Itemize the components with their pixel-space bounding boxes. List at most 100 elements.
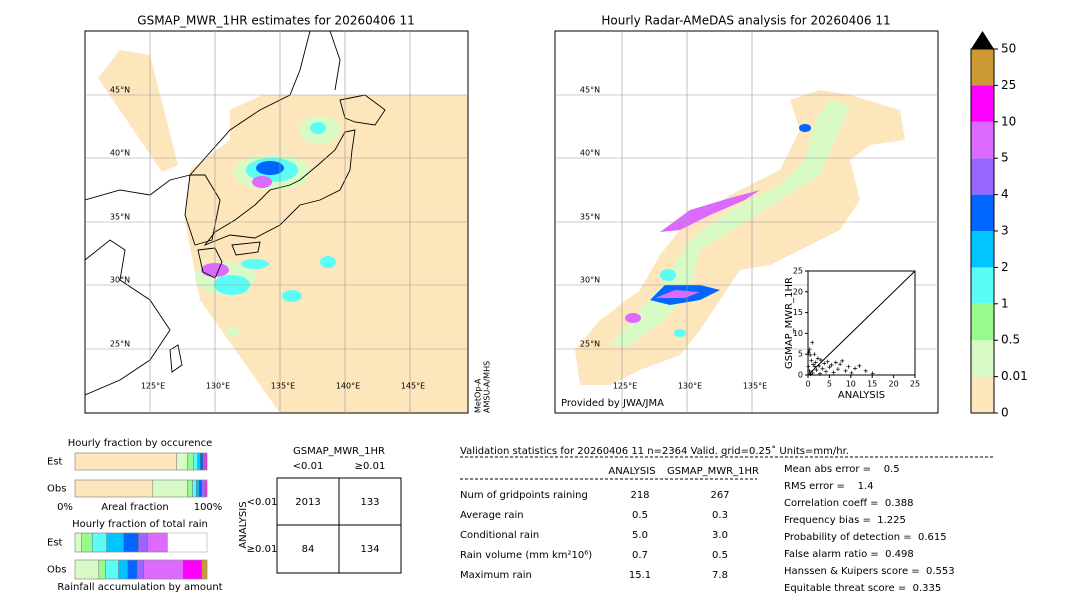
point <box>810 340 815 345</box>
table-cell: 2013 <box>295 497 320 508</box>
score: Frequency bias = 1.225 <box>784 515 906 526</box>
fraction-segment <box>105 559 119 580</box>
fraction-segment <box>152 479 188 498</box>
row-label: Obs <box>47 484 66 495</box>
colorbar-band <box>971 49 994 86</box>
fraction-segment <box>106 532 125 553</box>
fraction-segment <box>147 532 168 553</box>
table-cell: 218 <box>630 490 649 501</box>
score: False alarm ratio = 0.498 <box>784 549 914 560</box>
score: RMS error = 1.4 <box>784 481 874 492</box>
colorbar-band <box>971 340 994 377</box>
score: Equitable threat score = 0.335 <box>784 583 941 594</box>
point <box>817 371 822 376</box>
point <box>808 372 813 377</box>
point <box>808 353 813 358</box>
table-cell: 3.0 <box>712 530 728 541</box>
lat-label: 40°N <box>110 149 130 158</box>
row-label: Num of gridpoints raining <box>460 490 588 501</box>
bar-frame <box>74 532 208 553</box>
table-cell: 0.5 <box>712 550 728 561</box>
axis-label: Rainfall accumulation by amount <box>57 582 222 593</box>
colorbar-label: 1 <box>1001 296 1009 310</box>
column-label: GSMAP_MWR_1HR <box>667 466 759 477</box>
fraction-segment <box>74 479 154 498</box>
axis-label: 100% <box>194 502 223 513</box>
colorbar-band <box>971 194 994 231</box>
fraction-segment <box>74 452 177 471</box>
fraction-segment <box>74 532 82 553</box>
point <box>827 365 832 370</box>
table-cell: 7.8 <box>712 570 728 581</box>
y-tick-label: 10 <box>793 329 803 338</box>
lon-label: 140°E <box>336 382 360 391</box>
colorbar-label: 50 <box>1001 42 1016 56</box>
column-label: <0.01 <box>293 461 324 472</box>
x-tick-label: 20 <box>889 380 899 389</box>
point <box>846 364 851 369</box>
x-tick-label: 0 <box>805 380 810 389</box>
colorbar-label: 25 <box>1001 78 1016 92</box>
point <box>849 370 854 375</box>
table-cell: 0.3 <box>712 510 728 521</box>
score: Correlation coeff = 0.388 <box>784 498 914 509</box>
right-map <box>554 30 939 414</box>
lat-label: 25°N <box>110 340 130 349</box>
row-label: Rain volume (mm km²10⁶) <box>460 550 592 561</box>
lat-label: 35°N <box>580 213 600 222</box>
fraction-segment <box>198 479 202 498</box>
colorbar-band <box>971 267 994 304</box>
score: Mean abs error = 0.5 <box>784 464 900 475</box>
credit: AMSU-A/MHS <box>483 361 492 413</box>
fraction-segment <box>91 532 107 553</box>
fraction-segment <box>186 452 194 471</box>
point <box>820 366 825 371</box>
point <box>843 368 848 373</box>
diagonal <box>807 270 916 376</box>
fraction-segment <box>118 559 128 580</box>
point <box>822 361 827 366</box>
column-label: ANALYSIS <box>608 466 655 477</box>
point <box>870 371 875 376</box>
lon-label: 145°E <box>401 382 425 391</box>
fraction-segment <box>176 452 188 471</box>
fraction-segment <box>192 479 197 498</box>
colorbar-label: 3 <box>1001 224 1009 238</box>
colorbar-label: 0.5 <box>1001 333 1020 347</box>
table-cell: 5.0 <box>632 530 648 541</box>
point <box>831 370 836 375</box>
point <box>815 356 820 361</box>
fraction-segment <box>193 452 198 471</box>
bar-frame <box>74 479 208 498</box>
x-axis-label: ANALYSIS <box>838 390 885 401</box>
colorbar-label: 5 <box>1001 151 1009 165</box>
point <box>813 360 818 365</box>
colorbar-band <box>971 231 994 268</box>
point <box>806 364 811 369</box>
fraction-segment <box>127 559 138 580</box>
fraction-segment <box>186 479 193 498</box>
fraction-segment <box>123 532 139 553</box>
fraction-segment <box>74 559 99 580</box>
point <box>814 368 819 373</box>
map-title: Hourly Radar-AMeDAS analysis for 2026040… <box>601 14 890 28</box>
lat-label: 40°N <box>580 149 600 158</box>
lat-label: 25°N <box>580 340 600 349</box>
fraction-segment <box>201 479 205 498</box>
bar-frame <box>74 452 208 471</box>
fraction-segment <box>201 559 208 580</box>
fraction-segment <box>183 559 202 580</box>
credit: Provided by JWA/JMA <box>561 398 664 409</box>
table-cell: 267 <box>710 490 729 501</box>
colorbar-band <box>971 85 994 122</box>
lon-label: 135°E <box>743 382 767 391</box>
colorbar-label: 10 <box>1001 114 1016 128</box>
point <box>810 370 815 375</box>
table-cell: 15.1 <box>629 570 651 581</box>
fraction-segment <box>196 479 200 498</box>
point <box>840 358 845 363</box>
point <box>811 362 816 367</box>
bar-frame <box>74 559 208 580</box>
point <box>825 359 830 364</box>
